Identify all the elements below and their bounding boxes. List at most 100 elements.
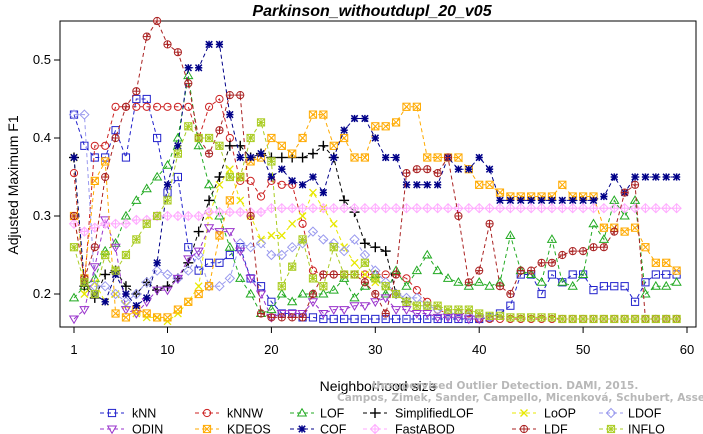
data-point-ldof	[141, 277, 152, 288]
data-point-inflo	[610, 314, 619, 324]
data-point-inflo	[391, 289, 401, 299]
data-point-lof	[162, 160, 173, 169]
data-point-kdeos	[558, 180, 567, 189]
data-point-kdeos	[277, 141, 286, 150]
data-point-fastabod	[110, 218, 121, 230]
data-point-ldof	[338, 245, 350, 257]
data-point-odin	[442, 313, 454, 323]
watermark-line-1: Unsupervised Outlier Detection. DAMI, 20…	[372, 380, 638, 392]
data-point-lof	[287, 296, 298, 306]
data-point-ldf	[391, 270, 401, 279]
data-point-cof	[496, 196, 504, 205]
data-point-inflo	[90, 289, 99, 299]
data-point-odin	[235, 247, 246, 257]
data-point-simplifiedlof	[276, 152, 287, 163]
series-knn	[69, 94, 681, 324]
data-point-knn	[599, 282, 608, 291]
data-point-ldf	[527, 266, 536, 275]
data-point-fastabod	[193, 210, 204, 222]
data-point-kdeos	[402, 102, 411, 111]
data-point-ldf	[371, 289, 380, 299]
data-point-fastabod	[276, 202, 288, 214]
data-point-loop	[309, 188, 317, 197]
data-point-kdeos	[204, 282, 214, 291]
data-point-fastabod	[505, 202, 516, 214]
data-point-ldf	[412, 165, 421, 174]
data-point-cof	[267, 173, 276, 181]
data-point-simplifiedlof	[120, 281, 131, 292]
data-point-fastabod	[255, 206, 267, 218]
data-point-loop	[194, 282, 203, 291]
data-point-odin	[390, 306, 402, 315]
data-point-lof	[349, 292, 360, 302]
data-point-inflo	[662, 314, 671, 324]
data-point-knn	[651, 270, 660, 279]
data-point-cof	[194, 64, 203, 72]
data-point-ldof	[463, 310, 475, 322]
data-point-knn	[537, 289, 546, 299]
data-point-fastabod	[411, 202, 423, 214]
y-tick-label: 0.4	[33, 130, 51, 145]
data-point-cof	[101, 298, 109, 306]
legend-item-simplifiedlof: SimplifiedLOF	[363, 407, 474, 421]
data-point-ldf	[329, 270, 338, 279]
data-point-fastabod	[536, 202, 547, 214]
data-point-inflo	[443, 305, 453, 314]
data-point-odin	[255, 290, 267, 300]
data-point-fastabod	[619, 202, 630, 214]
data-point-knn	[111, 126, 120, 135]
data-point-lof	[245, 288, 256, 298]
data-point-kdeos	[308, 110, 318, 119]
data-point-inflo	[298, 235, 307, 244]
data-point-inflo	[132, 235, 141, 244]
data-point-fastabod	[567, 202, 578, 214]
data-point-cof	[319, 188, 328, 197]
data-point-fastabod	[422, 202, 433, 214]
legend: kNN kNNW LOF SimplifiedLOF LoOP LDOF ODIN KDEOS…	[100, 407, 665, 434]
x-tick-label: 20	[264, 342, 278, 357]
data-point-ldof	[183, 265, 194, 276]
data-point-ldof	[224, 273, 236, 284]
data-point-cof	[610, 173, 619, 181]
data-point-ldf	[485, 219, 494, 228]
data-point-ldf	[90, 243, 99, 252]
data-point-ldof	[162, 269, 173, 280]
watermark: Unsupervised Outlier Detection. DAMI, 20…	[337, 380, 703, 404]
data-point-cof	[257, 149, 265, 158]
data-point-fastabod	[390, 202, 402, 214]
data-point-knnw	[142, 102, 151, 111]
data-point-lof	[380, 288, 391, 298]
data-point-cof	[184, 64, 193, 72]
data-point-ldf	[589, 243, 598, 252]
data-point-ldof	[99, 280, 111, 292]
data-point-cof	[589, 196, 598, 205]
data-point-simplifiedlof	[214, 172, 225, 182]
data-point-lof	[276, 288, 287, 298]
x-tick-label: 60	[680, 342, 694, 357]
data-point-knn	[80, 141, 89, 150]
data-point-ldof	[79, 109, 90, 120]
data-point-kdeos	[111, 309, 120, 318]
data-point-ldf	[173, 48, 182, 57]
data-point-knn	[194, 266, 203, 275]
series-odin	[68, 216, 485, 325]
data-point-ldf	[433, 169, 442, 178]
data-point-odin	[183, 255, 194, 265]
data-point-knnw	[308, 266, 318, 275]
data-point-lof	[432, 265, 443, 275]
data-point-knnw	[153, 102, 162, 111]
data-point-ldf	[153, 16, 162, 26]
data-point-lof	[640, 288, 651, 298]
data-point-odin	[432, 313, 443, 323]
data-point-cof	[288, 177, 296, 185]
chart-title: Parkinson_withoutdupl_20_v05	[252, 3, 492, 20]
data-point-cof	[381, 153, 390, 162]
data-point-kdeos	[298, 133, 307, 143]
data-point-ldf	[215, 126, 224, 135]
data-point-fastabod	[214, 206, 225, 218]
data-point-ldof	[203, 280, 215, 292]
data-point-fastabod	[525, 202, 537, 214]
data-point-inflo	[402, 297, 411, 306]
data-point-loop	[288, 219, 297, 228]
data-point-lof	[557, 277, 568, 286]
